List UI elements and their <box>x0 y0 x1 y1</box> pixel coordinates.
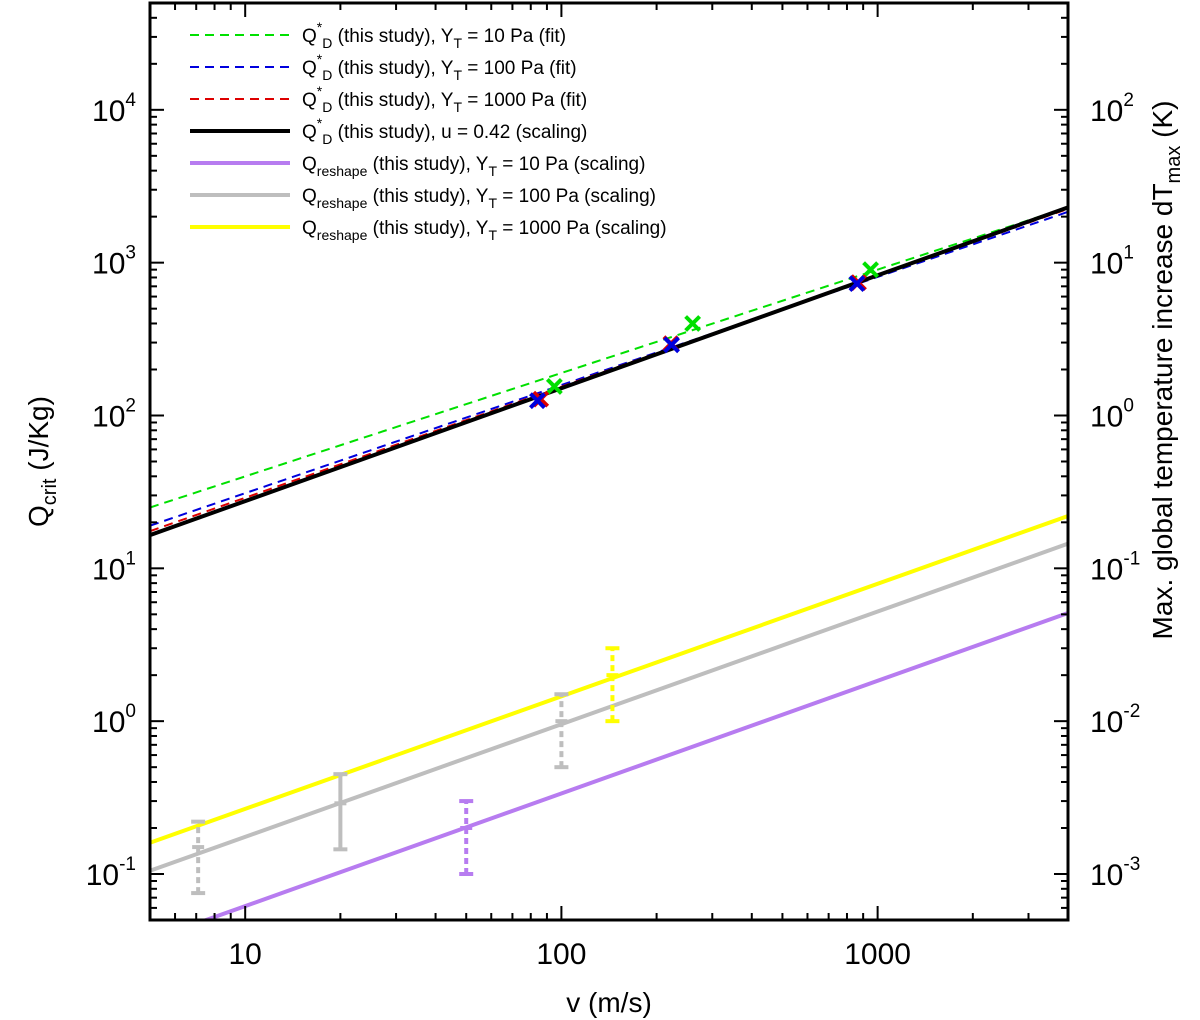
y-tick-label: 10-1 <box>86 854 136 892</box>
legend-entry: Q*D (this study), YT = 100 Pa (fit) <box>190 51 577 83</box>
marker-stroke <box>663 336 680 354</box>
legend-entry: Qreshape (this study), YT = 10 Pa (scali… <box>190 154 645 179</box>
marker-stroke <box>862 261 879 279</box>
x-tick-label: 1000 <box>844 938 911 971</box>
legend-label: Q*D (this study), u = 0.42 (scaling) <box>302 115 587 147</box>
x-axis-title: v (m/s) <box>566 987 652 1018</box>
series-line-qd-yt100-fit <box>150 210 1068 527</box>
legend-entry: Q*D (this study), YT = 10 Pa (fit) <box>190 19 566 51</box>
legend-label: Qreshape (this study), YT = 10 Pa (scali… <box>302 154 645 179</box>
marker-stroke <box>684 315 702 332</box>
legend-label: Q*D (this study), YT = 1000 Pa (fit) <box>302 83 587 115</box>
marker-stroke <box>529 392 546 410</box>
data-point-marker <box>663 336 680 354</box>
y-tick-label: 101 <box>92 548 136 586</box>
legend-entry: Q*D (this study), u = 0.42 (scaling) <box>190 115 587 147</box>
error-bar <box>459 799 474 876</box>
series-line-qreshape-yt1000-scaling <box>150 514 1068 845</box>
series-line-qreshape-yt100-scaling <box>150 541 1068 873</box>
legend-label: Q*D (this study), YT = 100 Pa (fit) <box>302 51 577 83</box>
y-tick-label: 103 <box>92 243 136 281</box>
legend-entry: Qreshape (this study), YT = 1000 Pa (sca… <box>190 218 667 243</box>
legend-label: Qreshape (this study), YT = 1000 Pa (sca… <box>302 218 667 243</box>
error-bar <box>605 646 620 724</box>
axis-ticks: 10 100 1000 10-1 100 101 102 103 104 10-3 10-2 10-1… <box>86 2 1140 971</box>
legend-entry: Q*D (this study), YT = 1000 Pa (fit) <box>190 83 587 115</box>
y2-tick-label: 102 <box>1090 90 1134 128</box>
data-point-marker <box>545 377 563 395</box>
data-point-marker <box>862 261 879 279</box>
y2-tick-label: 100 <box>1090 395 1134 433</box>
error-bar <box>191 819 206 896</box>
series-line-qd-yt10-fit <box>150 206 1068 509</box>
x-tick-label: 10 <box>229 938 262 971</box>
y2-tick-label: 10-3 <box>1090 854 1140 892</box>
y2-tick-label: 10-2 <box>1090 701 1140 739</box>
legend-label: Qreshape (this study), YT = 100 Pa (scal… <box>302 186 656 211</box>
plot-area <box>150 205 1068 920</box>
data-point-marker <box>684 315 702 332</box>
y2-tick-label: 10-1 <box>1090 548 1140 586</box>
error-bar <box>333 772 348 852</box>
data-point-marker <box>848 275 866 292</box>
y2-tick-label: 101 <box>1090 243 1134 281</box>
marker-stroke <box>848 275 866 292</box>
y2-axis-title: Max. global temperature increase dTmax (… <box>1147 101 1185 640</box>
x-tick-label: 100 <box>536 938 586 971</box>
series-line-qd-u042-scaling <box>150 205 1068 537</box>
series-line-qreshape-yt10-scaling <box>200 611 1068 920</box>
legend-entry: Qreshape (this study), YT = 100 Pa (scal… <box>190 186 656 211</box>
data-point-marker <box>529 392 546 410</box>
y-tick-label: 100 <box>92 701 136 739</box>
y-tick-label: 104 <box>92 90 136 128</box>
marker-stroke <box>545 377 563 395</box>
legend: Q*D (this study), YT = 10 Pa (fit)Q*D (t… <box>190 19 667 243</box>
y-tick-label: 102 <box>92 395 136 433</box>
y-axis-title: Qcrit (J/Kg) <box>23 396 61 527</box>
legend-label: Q*D (this study), YT = 10 Pa (fit) <box>302 19 566 51</box>
error-bar <box>554 692 569 770</box>
